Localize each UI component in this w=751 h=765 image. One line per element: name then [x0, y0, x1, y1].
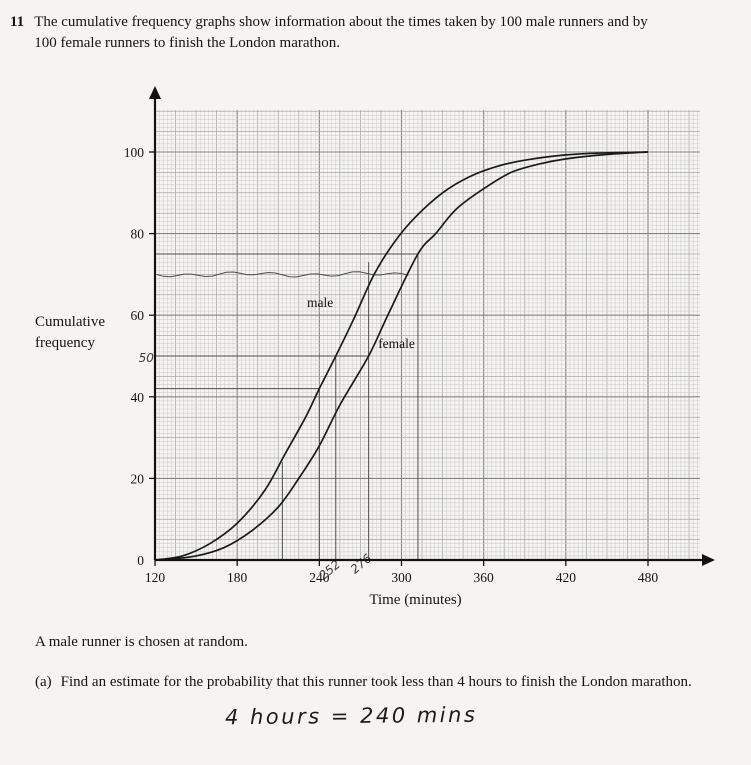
question-text: The cumulative frequency graphs show inf… — [34, 14, 648, 51]
svg-text:80: 80 — [131, 227, 145, 242]
svg-text:20: 20 — [131, 471, 145, 486]
question: 11 The cumulative frequency graphs show … — [10, 12, 710, 54]
x-axis-title: Time (minutes) — [369, 592, 461, 608]
handwritten-answer: 4 hours = 240 mins — [224, 702, 478, 730]
followup-text: A male runner is chosen at random. — [35, 634, 248, 650]
part-a-label: (a) — [35, 674, 52, 690]
svg-text:240: 240 — [309, 570, 330, 585]
svg-text:360: 360 — [474, 570, 495, 585]
svg-text:300: 300 — [391, 570, 412, 585]
svg-text:40: 40 — [131, 390, 145, 405]
svg-text:420: 420 — [556, 570, 577, 585]
svg-text:480: 480 — [638, 570, 659, 585]
chart-series: male female — [154, 151, 649, 561]
series-female — [161, 151, 649, 561]
svg-text:50: 50 — [139, 351, 155, 365]
y-axis-title: Cumulative frequency — [35, 312, 105, 354]
part-a: (a) Find an estimate for the probability… — [35, 672, 715, 693]
svg-text:120: 120 — [145, 570, 166, 585]
part-a-text: Find an estimate for the probability tha… — [60, 674, 692, 690]
svg-text:0: 0 — [137, 553, 144, 568]
y-axis-title-line1: Cumulative — [35, 314, 105, 330]
svg-text:276: 276 — [348, 551, 375, 577]
series-male — [154, 151, 649, 561]
question-number: 11 — [10, 14, 25, 30]
svg-text:60: 60 — [131, 308, 145, 323]
chart-grid — [154, 110, 700, 561]
series-label-male: male — [307, 295, 333, 310]
y-axis-title-line2: frequency — [35, 335, 95, 351]
svg-text:180: 180 — [227, 570, 248, 585]
chart-axes: 120 180 240 300 360 420 480 0 20 40 60 80 100 Time (m… — [124, 86, 715, 608]
series-label-female: female — [378, 336, 415, 351]
svg-text:100: 100 — [124, 145, 145, 160]
